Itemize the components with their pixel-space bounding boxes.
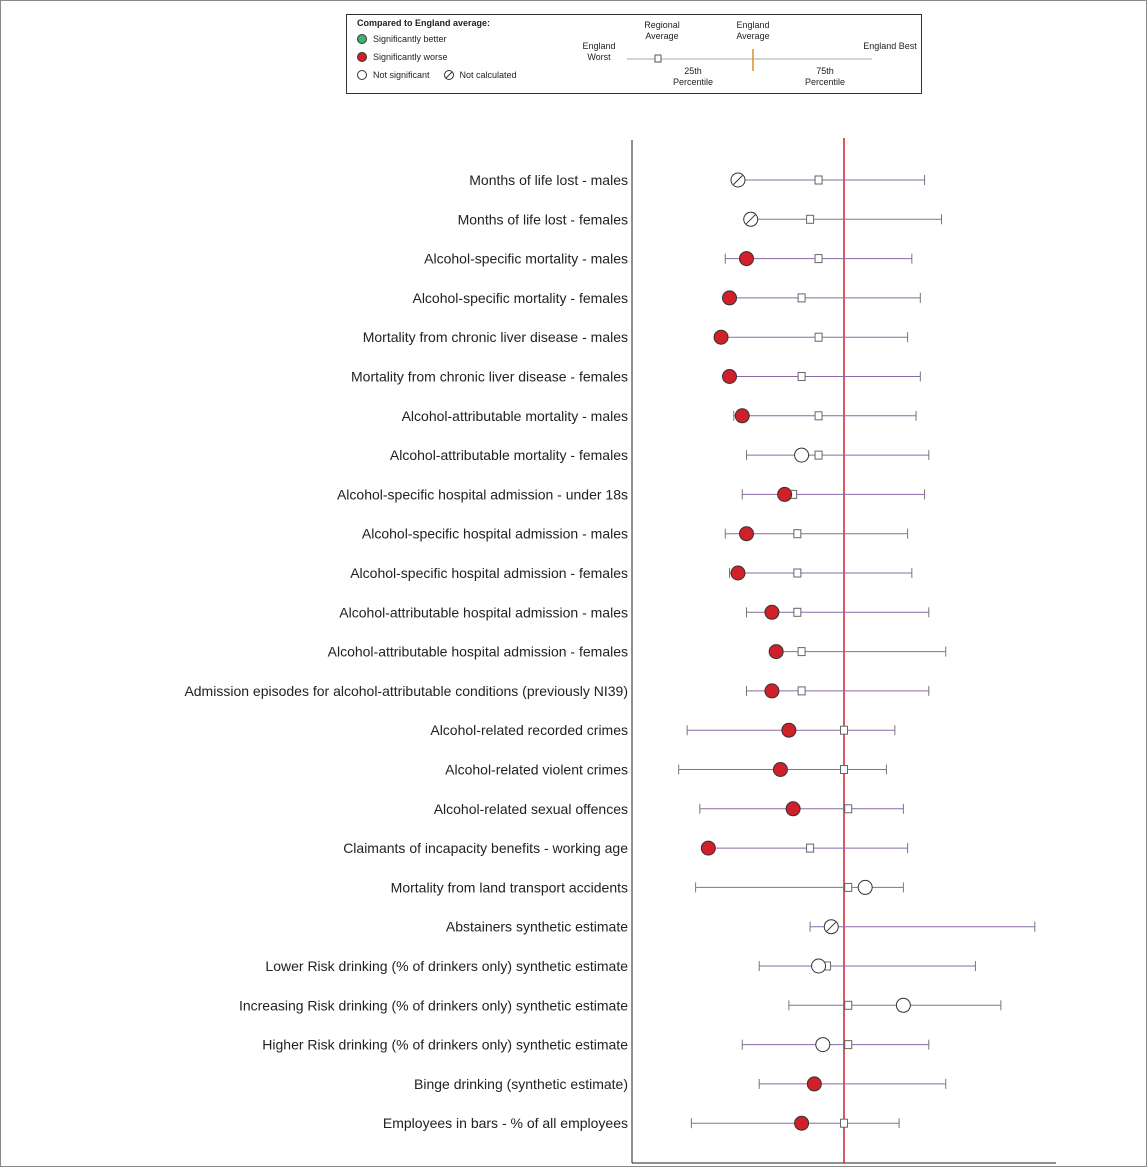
indicator-value-dot: [794, 1115, 810, 1131]
legend-item-not-significant: Not significant Not calculated: [357, 70, 517, 80]
indicator-label: Lower Risk drinking (% of drinkers only)…: [265, 958, 628, 974]
indicator-value-dot: [815, 1037, 831, 1053]
indicator-value-dot: [857, 879, 873, 895]
legend-scale-p75: 75th Percentile: [804, 66, 846, 87]
regional-average-marker: [814, 332, 823, 342]
indicator-value-dot: [734, 408, 750, 424]
indicator-value-dot: [722, 369, 738, 384]
indicator-label: Claimants of incapacity benefits - worki…: [343, 840, 628, 856]
not-calculated-slash: [826, 921, 837, 932]
legend-scale-worst: England Worst: [582, 41, 616, 62]
indicator-label: Mortality from chronic liver disease - f…: [351, 369, 628, 385]
indicator-label: Alcohol-related sexual offences: [434, 801, 628, 817]
regional-average-marker: [814, 450, 823, 460]
regional-average-marker: [793, 607, 802, 617]
indicator-value-dot: [700, 840, 716, 856]
indicator-value-dot: [730, 565, 746, 581]
legend-label-worse: Significantly worse: [373, 52, 448, 62]
regional-average-marker: [814, 411, 823, 421]
indicator-label: Alcohol-attributable hospital admission …: [339, 604, 628, 620]
not-calculated-slash: [733, 175, 743, 185]
regional-average-marker: [814, 254, 823, 264]
regional-average-marker: [840, 725, 848, 735]
legend-scale-p25: 25th Percentile: [672, 66, 714, 87]
indicator-value-dot: [781, 722, 797, 738]
indicator-label: Alcohol-specific mortality - males: [424, 251, 628, 267]
indicator-label: Abstainers synthetic estimate: [446, 919, 628, 935]
regional-average-marker: [840, 1118, 848, 1128]
indicator-label: Mortality from land transport accidents: [391, 879, 628, 895]
indicator-label: Months of life lost - males: [469, 172, 628, 188]
hatched-dot-icon: [443, 70, 454, 80]
indicator-label: Alcohol-related violent crimes: [445, 762, 628, 778]
legend-title: Compared to England average:: [357, 18, 491, 28]
indicator-label: Months of life lost - females: [458, 211, 628, 227]
legend-label-better: Significantly better: [373, 34, 447, 44]
regional-average-marker: [844, 1040, 853, 1050]
red-dot-icon: [357, 52, 367, 62]
legend-item-better: Significantly better: [357, 34, 447, 44]
indicator-value-dot: [764, 683, 780, 699]
indicator-value-dot: [738, 526, 754, 542]
indicator-value-dot: [764, 604, 780, 620]
indicator-value-dot: [777, 486, 793, 502]
regional-average-marker: [844, 804, 853, 814]
green-dot-icon: [357, 34, 367, 44]
regional-average-marker: [797, 686, 806, 696]
legend-label-not-calculated: Not calculated: [459, 70, 517, 80]
indicator-label: Employees in bars - % of all employees: [383, 1115, 628, 1131]
indicator-label: Alcohol-attributable hospital admission …: [328, 644, 628, 660]
regional-average-marker: [797, 647, 806, 657]
indicator-value-dot: [772, 762, 788, 777]
indicator-label: Alcohol-specific hospital admission - ma…: [362, 526, 628, 542]
indicator-label: Alcohol-attributable mortality - males: [402, 408, 628, 424]
indicator-value-dot: [794, 447, 810, 463]
indicator-label: Higher Risk drinking (% of drinkers only…: [262, 1037, 628, 1053]
legend-item-worse: Significantly worse: [357, 52, 448, 62]
legend-scale-regional: Regional Average: [644, 20, 680, 41]
indicator-label: Binge drinking (synthetic estimate): [414, 1076, 628, 1092]
indicator-label: Admission episodes for alcohol-attributa…: [184, 683, 628, 699]
indicator-value-dot: [785, 801, 801, 817]
legend-label-not-significant: Not significant: [373, 70, 430, 80]
regional-average-marker: [844, 1000, 853, 1010]
not-calculated-slash: [745, 214, 756, 225]
indicator-label: Alcohol-attributable mortality - females: [390, 447, 628, 463]
regional-average-marker: [814, 175, 823, 185]
indicator-value-dot: [738, 251, 754, 267]
regional-average-marker: [844, 882, 853, 892]
indicator-label: Alcohol-related recorded crimes: [430, 722, 628, 738]
white-dot-icon: [357, 70, 367, 80]
indicator-label: Alcohol-specific hospital admission - un…: [337, 486, 628, 502]
indicator-value-dot: [895, 997, 911, 1013]
legend-scale-best: England Best: [863, 41, 917, 51]
regional-average-marker: [806, 214, 815, 224]
regional-average-marker: [797, 293, 806, 303]
regional-average-marker: [797, 372, 806, 381]
indicator-label: Alcohol-specific mortality - females: [412, 290, 628, 306]
regional-average-marker: [840, 765, 848, 774]
regional-average-marker: [793, 568, 802, 578]
indicator-value-dot: [722, 290, 738, 306]
indicator-value-dot: [713, 329, 729, 345]
indicator-label: Mortality from chronic liver disease - m…: [363, 329, 628, 345]
indicator-value-dot: [811, 958, 827, 974]
indicator-label: Alcohol-specific hospital admission - fe…: [350, 565, 628, 581]
legend-scale-england-avg: England Average: [736, 20, 770, 41]
indicator-value-dot: [806, 1076, 822, 1092]
indicator-value-dot: [768, 644, 784, 660]
regional-average-marker: [793, 529, 802, 539]
regional-average-marker: [806, 843, 815, 853]
indicator-label: Increasing Risk drinking (% of drinkers …: [239, 997, 628, 1013]
